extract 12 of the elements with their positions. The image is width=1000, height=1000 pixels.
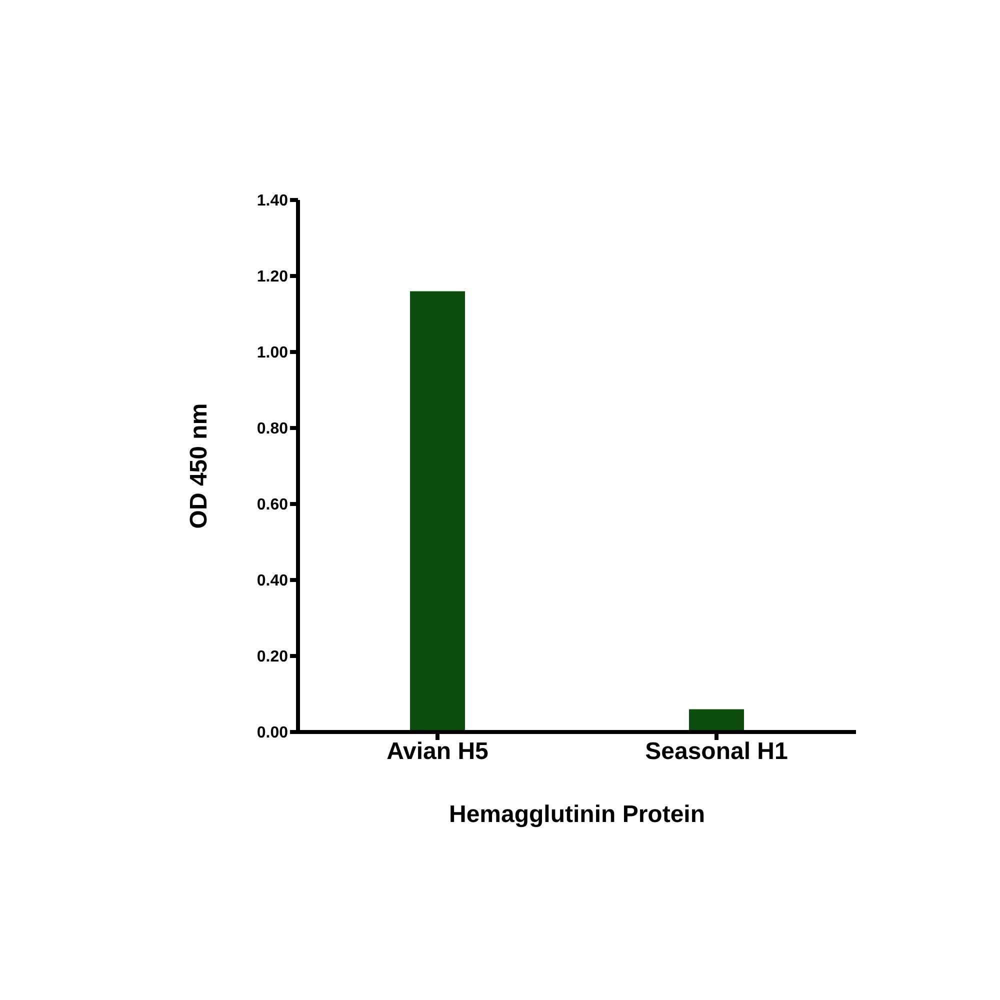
x-tick-label: Avian H5	[386, 738, 488, 766]
x-tick-label: Seasonal H1	[645, 738, 788, 766]
y-tick-label: 0.00	[256, 724, 288, 742]
y-tick-label: 1.40	[256, 192, 288, 210]
y-tick-label: 0.60	[256, 496, 288, 514]
y-axis-title: OD 450 nm	[186, 403, 213, 529]
y-tick-label: 1.00	[256, 344, 288, 362]
x-axis-title: Hemagglutinin Protein	[448, 801, 706, 828]
y-tick-label: 1.20	[256, 268, 288, 286]
y-tick-label: 0.40	[256, 572, 288, 590]
y-tick-label: 0.20	[256, 648, 288, 666]
y-tick-label: 0.80	[256, 420, 288, 438]
